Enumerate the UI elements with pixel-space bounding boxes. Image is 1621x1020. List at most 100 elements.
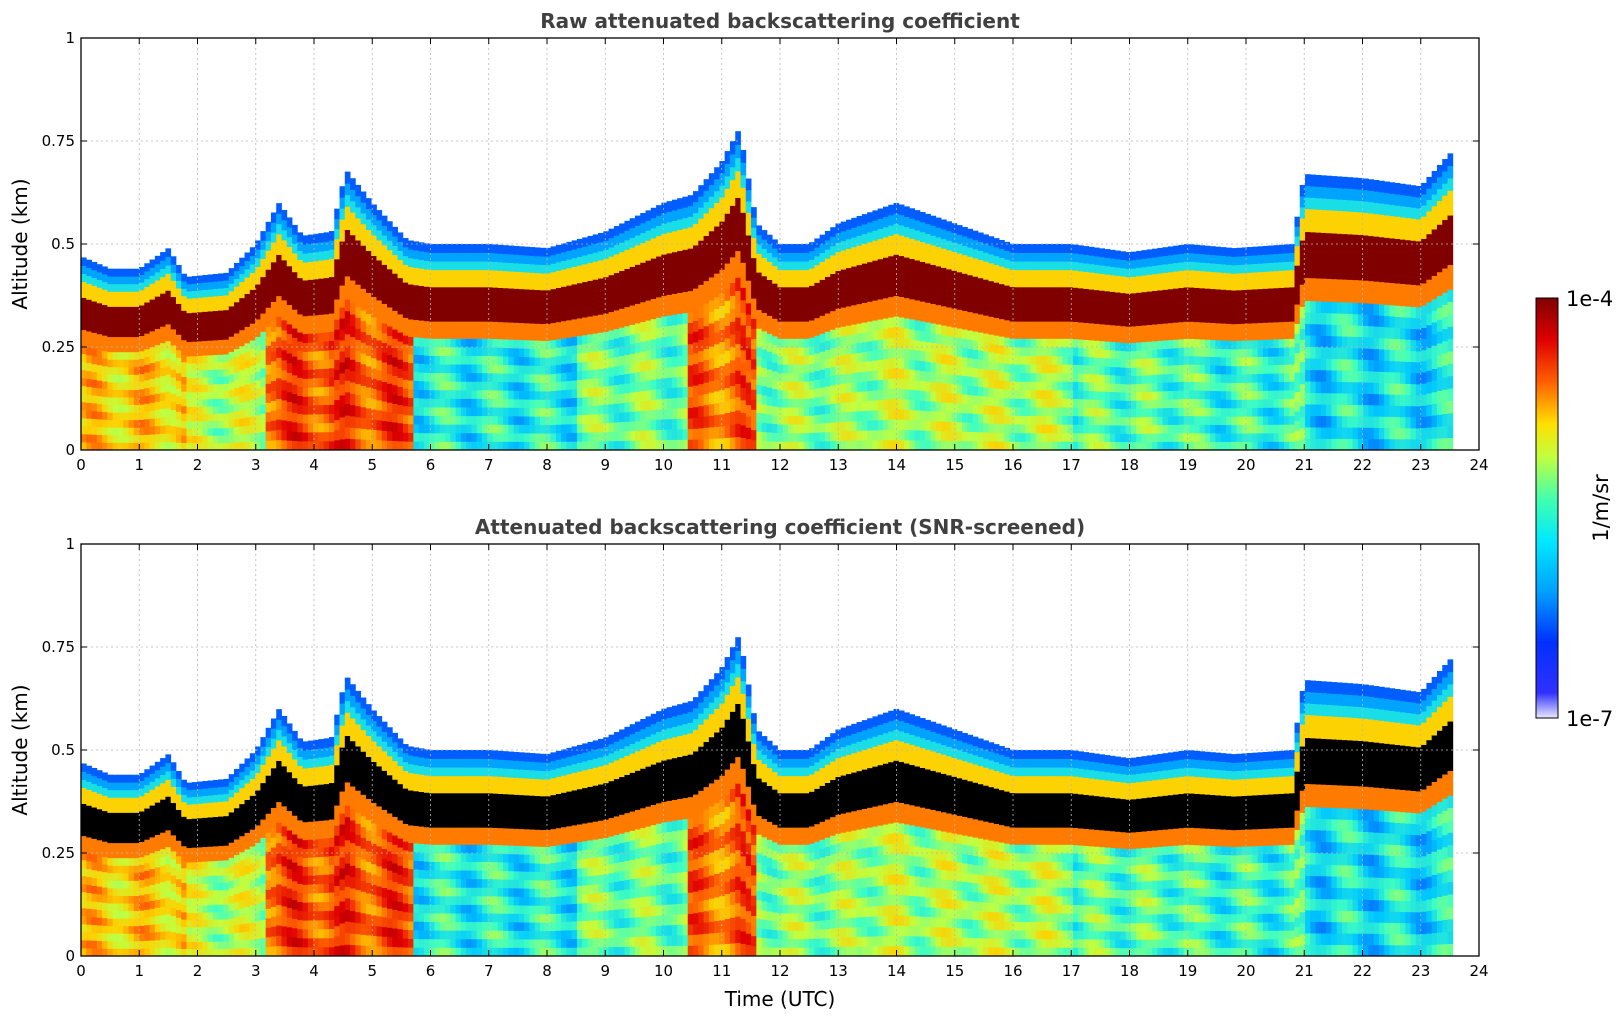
heatmap-cell <box>882 257 889 268</box>
heatmap-cell <box>882 328 889 339</box>
heatmap-cell <box>133 268 140 277</box>
heatmap-cell <box>708 346 715 359</box>
heatmap-cell <box>835 317 842 328</box>
heatmap-cell <box>207 435 214 444</box>
heatmap-cell <box>1072 407 1079 417</box>
heatmap-cell <box>693 439 699 450</box>
heatmap-cell <box>988 396 995 406</box>
heatmap-cell <box>397 268 404 279</box>
heatmap-cell <box>745 314 752 326</box>
heatmap-cell <box>1020 338 1026 348</box>
heatmap-cell <box>286 372 293 383</box>
heatmap-cell <box>666 253 673 264</box>
heatmap-cell <box>1109 358 1116 367</box>
heatmap-cell <box>972 376 979 387</box>
heatmap-cell <box>360 396 367 408</box>
heatmap-cell <box>624 220 631 231</box>
heatmap-cell <box>1088 280 1095 290</box>
heatmap-cell <box>96 271 103 281</box>
heatmap-cell <box>592 270 599 280</box>
heatmap-cell <box>1004 354 1010 364</box>
heatmap-cell <box>798 407 805 417</box>
heatmap-cell <box>439 372 446 382</box>
heatmap-cell <box>840 392 847 403</box>
heatmap-cell <box>693 352 699 365</box>
heatmap-cell <box>323 268 330 279</box>
heatmap-cell <box>96 349 103 358</box>
heatmap-cell <box>1067 347 1074 356</box>
heatmap-cell <box>434 389 441 399</box>
heatmap-cell <box>851 324 857 335</box>
heatmap-cell <box>392 245 398 256</box>
heatmap-cell <box>882 277 889 289</box>
heatmap-cell <box>260 386 267 396</box>
heatmap-cell <box>919 251 926 262</box>
heatmap-cell <box>234 278 240 287</box>
heatmap-cell <box>1078 441 1084 450</box>
heatmap-cell <box>423 432 430 442</box>
heatmap-cell <box>613 235 620 246</box>
heatmap-cell <box>1136 267 1142 277</box>
heatmap-cell <box>154 352 161 362</box>
heatmap-cell <box>218 442 224 450</box>
heatmap-cell <box>96 380 103 389</box>
heatmap-cell <box>297 341 303 351</box>
heatmap-cell <box>619 431 625 441</box>
heatmap-cell <box>1167 399 1174 408</box>
heatmap-cell <box>629 440 636 450</box>
heatmap-cell <box>708 392 715 405</box>
heatmap-cell <box>408 397 414 407</box>
heatmap-cell <box>497 355 504 365</box>
heatmap-cell <box>239 257 245 267</box>
heatmap-cell <box>365 439 372 450</box>
heatmap-cell <box>1009 381 1016 391</box>
heatmap-cell <box>576 423 583 433</box>
heatmap-cell <box>244 433 251 443</box>
heatmap-cell <box>365 324 372 335</box>
heatmap-cell <box>128 419 135 428</box>
heatmap-cell <box>249 373 256 383</box>
heatmap-cell <box>856 323 863 334</box>
heatmap-cell <box>962 357 968 367</box>
heatmap-cell <box>249 272 256 282</box>
heatmap-cell <box>1141 258 1148 268</box>
heatmap-cell <box>1072 287 1079 297</box>
heatmap-cell <box>772 300 778 310</box>
heatmap-cell <box>645 400 652 411</box>
heatmap-cell <box>740 424 747 438</box>
heatmap-cell <box>1025 372 1032 382</box>
heatmap-cell <box>460 441 467 450</box>
heatmap-cell <box>698 284 704 296</box>
heatmap-cell <box>371 357 377 369</box>
heatmap-cell <box>1078 313 1084 323</box>
heatmap-cell <box>186 291 193 299</box>
heatmap-cell <box>365 303 372 314</box>
heatmap-cell <box>228 275 235 284</box>
heatmap-cell <box>402 414 409 424</box>
heatmap-cell <box>634 254 641 265</box>
heatmap-cell <box>972 312 979 323</box>
heatmap-cell <box>1067 355 1074 365</box>
heatmap-cell <box>1109 399 1116 409</box>
heatmap-cell <box>645 380 652 391</box>
heatmap-cell <box>365 429 372 440</box>
heatmap-cell <box>376 350 383 361</box>
heatmap-cell <box>766 252 773 263</box>
heatmap-cell <box>117 427 124 436</box>
heatmap-cell <box>139 274 145 283</box>
heatmap-cell <box>898 296 905 308</box>
heatmap-cell <box>524 433 530 442</box>
heatmap-cell <box>545 281 551 291</box>
heatmap-cell <box>481 441 488 450</box>
heatmap-cell <box>492 330 499 340</box>
heatmap-cell <box>719 293 726 306</box>
heatmap-cell <box>423 346 430 356</box>
heatmap-cell <box>634 332 641 343</box>
heatmap-cell <box>1115 383 1121 393</box>
heatmap-cell <box>503 262 509 272</box>
heatmap-cell <box>877 248 884 260</box>
heatmap-cell <box>867 341 873 352</box>
heatmap-cell <box>935 295 942 306</box>
heatmap-cell <box>1051 304 1058 314</box>
heatmap-cell <box>693 288 699 300</box>
